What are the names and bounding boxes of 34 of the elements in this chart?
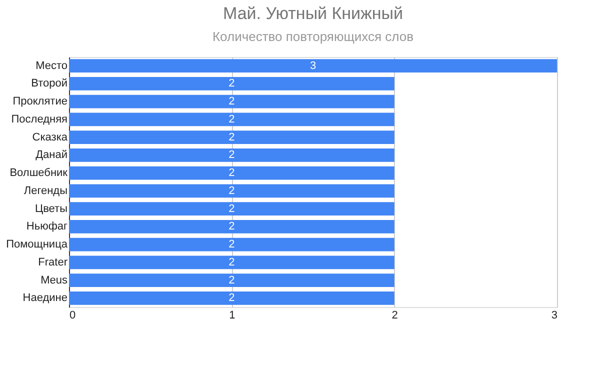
x-tick-label: 1 xyxy=(229,310,236,322)
y-tick-label: Проклятие xyxy=(12,96,68,108)
y-tick-label: Ньюфаг xyxy=(26,220,68,233)
data-label: 2 xyxy=(228,292,235,304)
data-label: 2 xyxy=(228,113,235,126)
y-tick-label: Цветы xyxy=(34,202,68,215)
data-label: 2 xyxy=(228,238,235,251)
data-label: 2 xyxy=(228,274,235,286)
data-label: 2 xyxy=(228,149,235,162)
data-label: 2 xyxy=(228,184,235,197)
y-tick-label: Последняя xyxy=(11,113,68,126)
x-tick-label: 0 xyxy=(70,310,76,322)
y-tick-label: Meus xyxy=(40,274,68,286)
chart-subtitle: Количество повторяющихся слов xyxy=(212,29,414,44)
data-label: 2 xyxy=(228,78,235,90)
data-label: 2 xyxy=(228,96,235,108)
y-tick-label: Сказка xyxy=(32,131,68,144)
chart-title: Май. Уютный Книжный xyxy=(222,4,404,23)
data-label: 2 xyxy=(228,167,235,180)
y-tick-label: Волшебник xyxy=(10,167,68,180)
y-tick-label: Помощница xyxy=(6,238,68,251)
y-tick-label: Второй xyxy=(31,78,68,90)
data-label: 2 xyxy=(228,256,235,268)
y-tick-label: Наедине xyxy=(22,292,68,304)
y-tick-label: Легенды xyxy=(24,184,68,197)
data-label: 2 xyxy=(228,202,235,215)
y-tick-label: Данай xyxy=(36,149,68,162)
y-tick-label: Frater xyxy=(38,256,68,268)
x-tick-label: 3 xyxy=(551,310,558,322)
data-label: 3 xyxy=(310,60,316,72)
x-tick-label: 2 xyxy=(392,310,398,322)
data-label: 2 xyxy=(228,131,235,144)
y-tick-label: Место xyxy=(36,60,68,72)
data-label: 2 xyxy=(228,220,235,233)
